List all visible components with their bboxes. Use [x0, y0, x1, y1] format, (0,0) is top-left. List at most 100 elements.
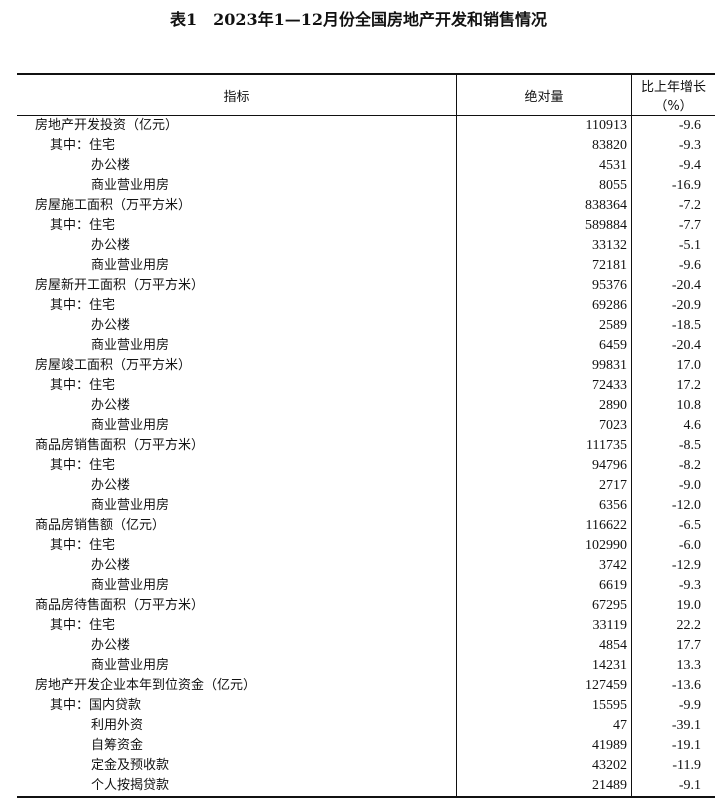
row-growth: -16.9	[671, 178, 701, 193]
row-label: 房屋竣工面积（万平方米）	[17, 356, 457, 376]
row-label: 定金及预收款	[17, 756, 457, 776]
row-growth: 17.7	[676, 638, 702, 653]
header-growth: 比上年增长（%）	[631, 73, 715, 116]
row-value: 14231	[456, 656, 632, 676]
row-growth: -11.9	[672, 758, 701, 773]
row-label: 其中：住宅	[17, 296, 457, 316]
row-value: 116622	[456, 516, 632, 536]
row-value: 15595	[456, 696, 632, 716]
table-row: 商业营业用房 6459 -20.4	[17, 336, 715, 356]
table-title: 表1 2023年1—12月份全国房地产开发和销售情况	[169, 10, 548, 29]
row-value: 21489	[456, 776, 632, 798]
table-row: 房屋施工面积（万平方米） 838364 -7.2	[17, 196, 715, 216]
row-label: 办公楼	[17, 556, 457, 576]
row-value: 83820	[456, 136, 632, 156]
row-value: 69286	[456, 296, 632, 316]
table-row: 其中：国内贷款 15595 -9.9	[17, 696, 715, 716]
row-value: 7023	[456, 416, 632, 436]
row-value: 2717	[456, 476, 632, 496]
table-row: 商业营业用房 7023 4.6	[17, 416, 715, 436]
table-row: 其中：住宅 102990 -6.0	[17, 536, 715, 556]
header-row: 指标 绝对量 比上年增长（%）	[17, 73, 715, 116]
row-growth: -13.6	[671, 678, 701, 693]
row-label: 办公楼	[17, 476, 457, 496]
table-row: 商业营业用房 6356 -12.0	[17, 496, 715, 516]
row-label: 房屋新开工面积（万平方米）	[17, 276, 457, 296]
table-row: 个人按揭贷款 21489 -9.1	[17, 776, 715, 798]
row-growth: 22.2	[676, 618, 702, 633]
row-growth: -12.9	[671, 558, 701, 573]
row-growth: -9.3	[678, 138, 701, 153]
row-growth: -20.4	[671, 278, 701, 293]
row-growth: -8.2	[678, 458, 701, 473]
table-row: 商业营业用房 72181 -9.6	[17, 256, 715, 276]
row-label: 商业营业用房	[17, 496, 457, 516]
table-row: 其中：住宅 72433 17.2	[17, 376, 715, 396]
row-label: 办公楼	[17, 236, 457, 256]
row-value: 95376	[456, 276, 632, 296]
row-growth: -18.5	[671, 318, 701, 333]
row-value: 99831	[456, 356, 632, 376]
row-label: 商品房销售额（亿元）	[17, 516, 457, 536]
row-growth: -6.5	[678, 518, 701, 533]
row-growth: -39.1	[671, 718, 701, 733]
row-label: 其中：住宅	[17, 136, 457, 156]
row-label: 利用外资	[17, 716, 457, 736]
row-growth: 17.2	[676, 378, 702, 393]
row-label: 其中：住宅	[17, 216, 457, 236]
header-indicator: 指标	[17, 73, 457, 116]
row-growth: -9.6	[678, 118, 701, 133]
row-value: 72433	[456, 376, 632, 396]
row-value: 94796	[456, 456, 632, 476]
row-label: 商业营业用房	[17, 336, 457, 356]
row-value: 33132	[456, 236, 632, 256]
row-label: 办公楼	[17, 156, 457, 176]
row-growth: -20.9	[671, 298, 701, 313]
row-growth: -19.1	[671, 738, 701, 753]
row-label: 房地产开发企业本年到位资金（亿元）	[17, 676, 457, 696]
table-row: 办公楼 2717 -9.0	[17, 476, 715, 496]
row-label: 商业营业用房	[17, 656, 457, 676]
table-row: 办公楼 4854 17.7	[17, 636, 715, 656]
table-row: 其中：住宅 69286 -20.9	[17, 296, 715, 316]
data-table: 指标 绝对量 比上年增长（%） 房地产开发投资（亿元） 110913 -9.6 其中：…	[17, 73, 715, 798]
row-label: 其中：住宅	[17, 456, 457, 476]
row-value: 72181	[456, 256, 632, 276]
table-row: 其中：住宅 94796 -8.2	[17, 456, 715, 476]
row-growth: 13.3	[676, 658, 702, 673]
table-row: 办公楼 3742 -12.9	[17, 556, 715, 576]
table-row: 商品房销售面积（万平方米） 111735 -8.5	[17, 436, 715, 456]
row-value: 6619	[456, 576, 632, 596]
row-value: 838364	[456, 196, 632, 216]
row-value: 2890	[456, 396, 632, 416]
row-growth: -6.0	[678, 538, 701, 553]
table-row: 房屋竣工面积（万平方米） 99831 17.0	[17, 356, 715, 376]
row-label: 个人按揭贷款	[17, 776, 457, 798]
row-label: 自筹资金	[17, 736, 457, 756]
row-growth: -12.0	[671, 498, 701, 513]
table-row: 办公楼 4531 -9.4	[17, 156, 715, 176]
row-label: 办公楼	[17, 396, 457, 416]
table-row: 商业营业用房 8055 -16.9	[17, 176, 715, 196]
table-row: 房地产开发投资（亿元） 110913 -9.6	[17, 115, 715, 136]
row-growth: -7.7	[678, 218, 701, 233]
row-growth: 10.8	[676, 398, 702, 413]
row-label: 其中：住宅	[17, 536, 457, 556]
table-row: 房屋新开工面积（万平方米） 95376 -20.4	[17, 276, 715, 296]
row-label: 商业营业用房	[17, 416, 457, 436]
table-row: 办公楼 33132 -5.1	[17, 236, 715, 256]
row-value: 41989	[456, 736, 632, 756]
row-growth: -7.2	[678, 198, 701, 213]
table-row: 利用外资 47 -39.1	[17, 716, 715, 736]
table-row: 定金及预收款 43202 -11.9	[17, 756, 715, 776]
row-label: 商业营业用房	[17, 176, 457, 196]
row-label: 房地产开发投资（亿元）	[17, 115, 457, 136]
row-growth: -9.6	[678, 258, 701, 273]
row-label: 其中：国内贷款	[17, 696, 457, 716]
table-row: 房地产开发企业本年到位资金（亿元） 127459 -13.6	[17, 676, 715, 696]
row-label: 其中：住宅	[17, 376, 457, 396]
table-row: 商业营业用房 6619 -9.3	[17, 576, 715, 596]
row-value: 6459	[456, 336, 632, 356]
row-value: 4854	[456, 636, 632, 656]
row-growth: 19.0	[676, 598, 702, 613]
